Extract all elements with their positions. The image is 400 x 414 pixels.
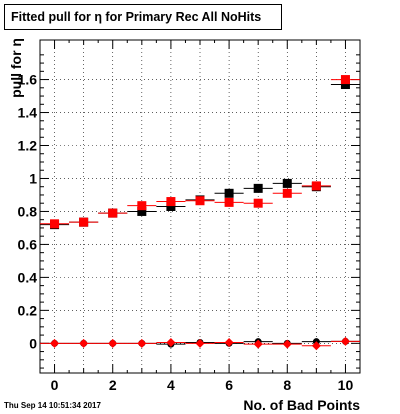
data-point-square [224,197,234,207]
x-tick-label: 10 [338,377,354,393]
x-tick-labels: 0 2 4 6 8 10 [51,377,354,393]
y-tick-label: 1.2 [18,138,38,154]
x-tick-label: 0 [51,377,59,393]
data-point-diamond [253,339,263,349]
data-point-square [137,206,147,216]
y-tick-label: 0.8 [18,203,38,219]
x-tick-label: 8 [283,377,291,393]
y-tick-label: 0.2 [18,302,38,318]
data-point-diamond [137,338,147,348]
data-point-square [340,75,350,85]
data-point-square [166,197,176,207]
x-axis-label: No. of Bad Points [243,397,360,413]
data-point-diamond [340,336,350,346]
data-point-square [108,208,118,218]
data-point-square [79,217,89,227]
data-point-diamond [311,341,321,351]
data-point-diamond [224,338,234,348]
y-tick-label: 0.6 [18,236,38,252]
data-point-diamond [166,338,176,348]
y-tick-label: 1 [29,170,37,186]
data-point-square [340,80,350,90]
data-point-diamond [108,338,118,348]
y-tick-labels: 0 0.2 0.4 0.6 0.8 1 1.2 1.4 1.6 [18,72,38,352]
y-tick-label: 1.6 [18,72,38,88]
data-point-square [253,183,263,193]
plot-frame [39,39,361,374]
data-point-square [224,188,234,198]
data-point-square [50,219,60,229]
timestamp: Thu Sep 14 10:51:34 2017 [4,401,101,410]
axis-ticks [39,40,361,373]
data-point-square [311,181,321,191]
data-point-diamond [195,338,205,348]
data-point-square [282,178,292,188]
plot-title: Fitted pull for η for Primary Rec All No… [4,4,282,30]
x-tick-label: 4 [167,377,175,393]
data-point-square [137,201,147,211]
data-point-square [166,202,176,211]
x-tick-label: 2 [109,377,117,393]
data-point-square [253,198,263,208]
x-tick-label: 6 [225,377,233,393]
data-point-diamond [79,338,89,348]
data-points [40,75,360,351]
y-tick-label: 1.4 [18,105,38,121]
data-point-diamond [282,339,292,349]
y-tick-label: 0 [29,335,37,351]
y-axis-label: pull for η [8,38,24,98]
y-tick-label: 0.4 [18,269,38,285]
data-point-diamond [50,338,60,348]
data-point-square [282,188,292,198]
grid-lines [40,40,360,373]
data-point-square [195,196,205,206]
